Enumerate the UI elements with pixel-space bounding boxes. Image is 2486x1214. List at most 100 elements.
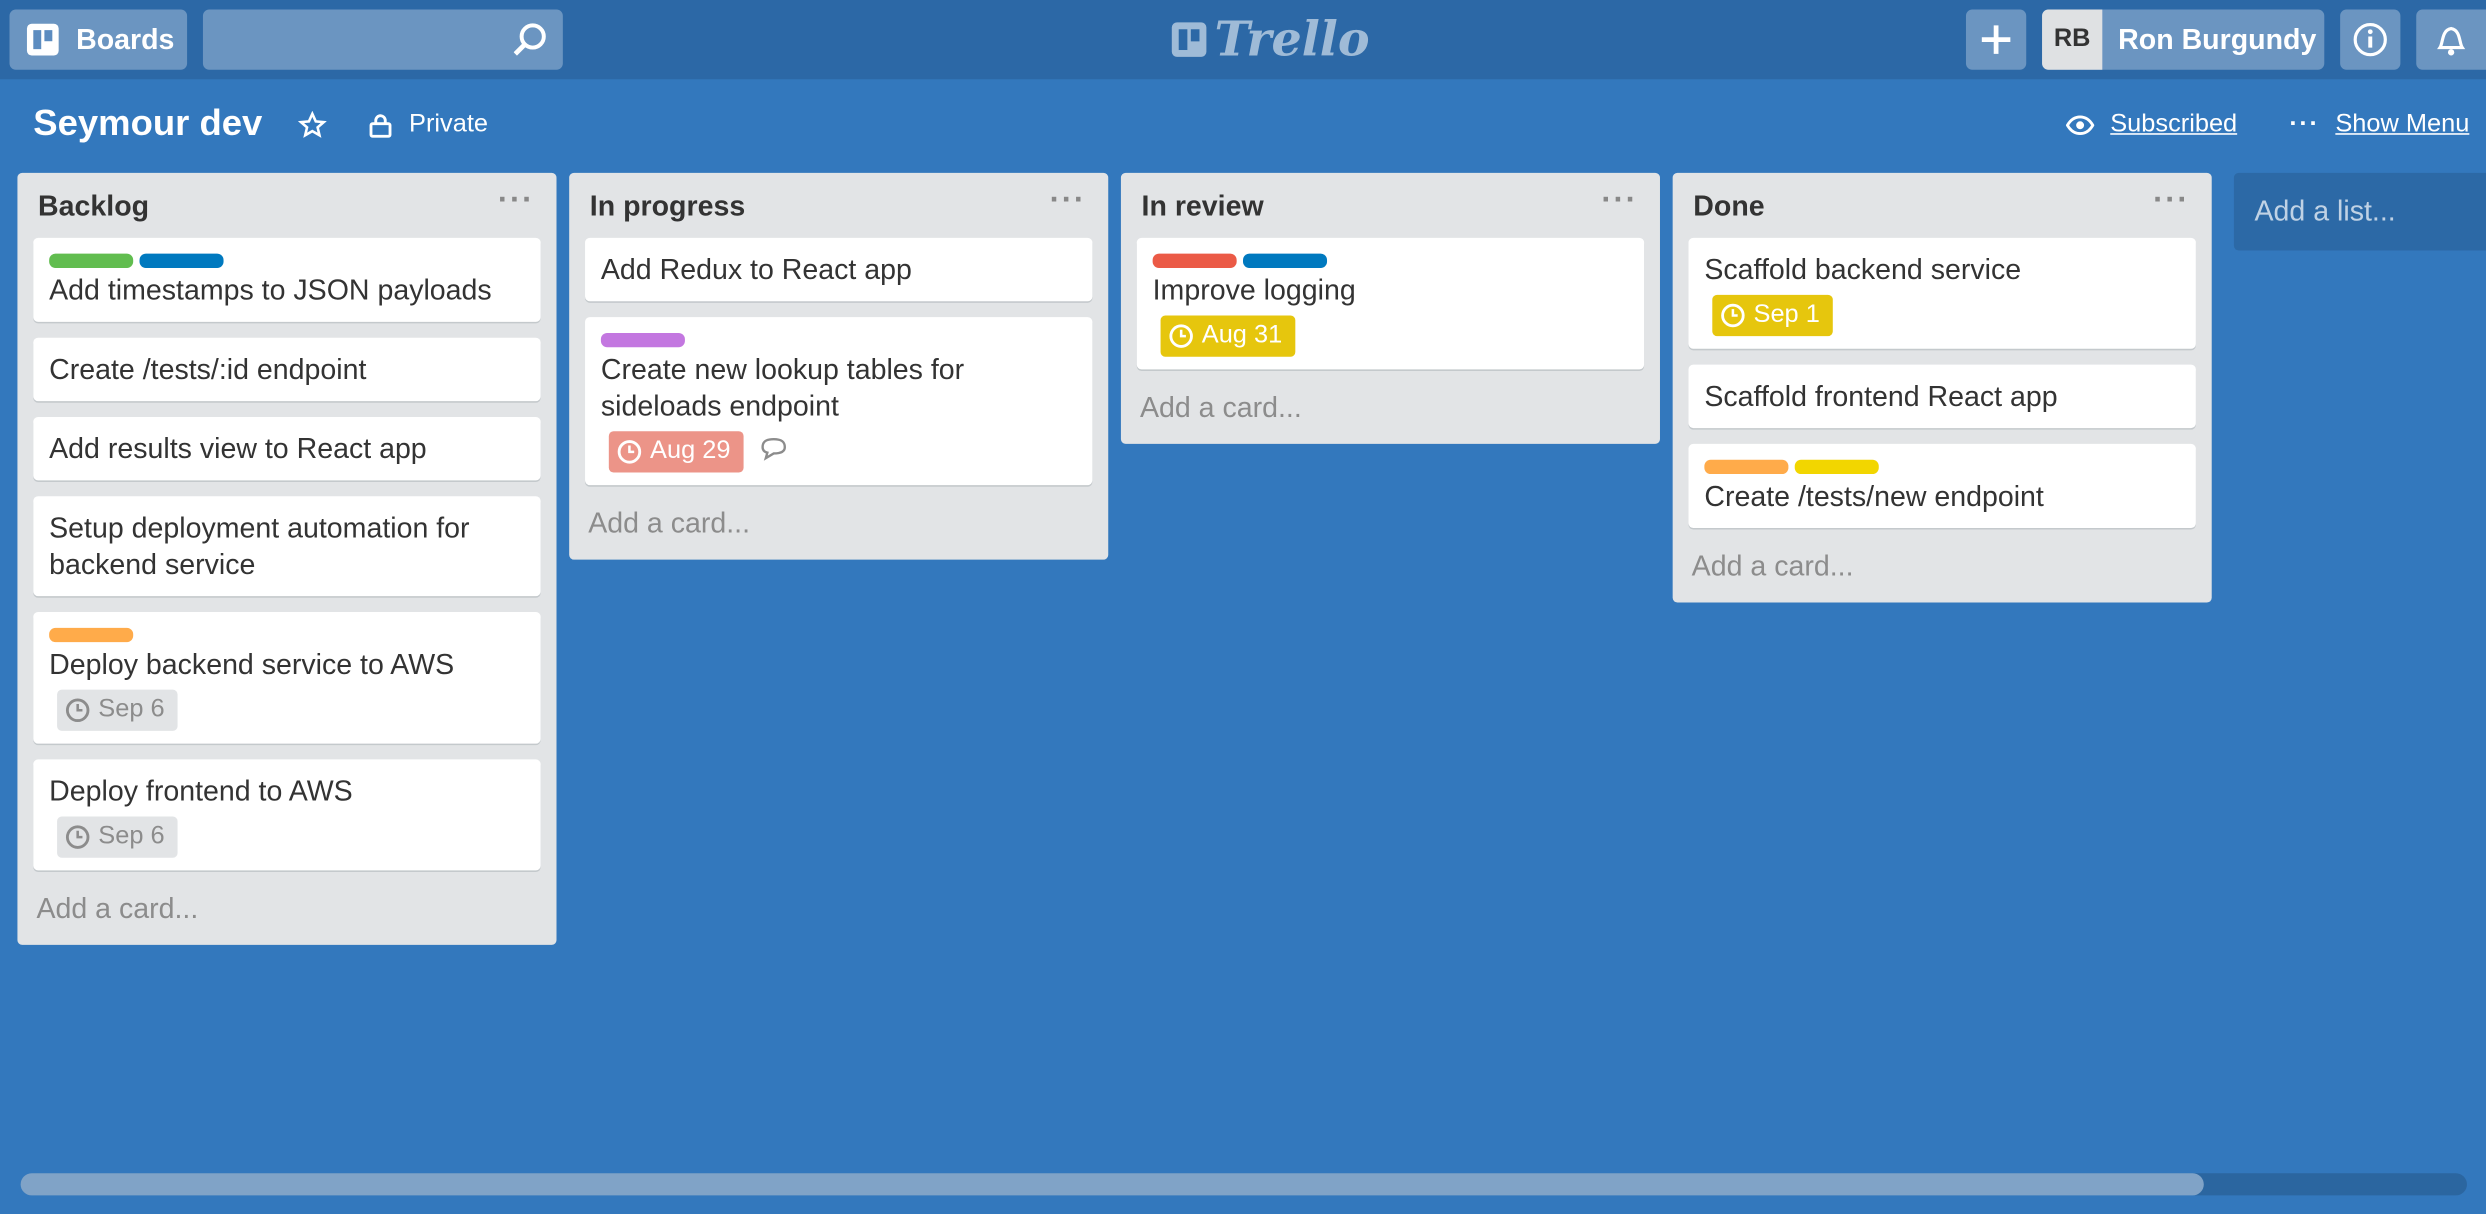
- list-title[interactable]: Done ···: [1673, 173, 2212, 238]
- card[interactable]: Create /tests/new endpoint: [1688, 443, 2196, 528]
- card-label: [49, 627, 134, 643]
- card-title: Deploy backend service to AWS: [49, 648, 455, 681]
- add-card[interactable]: Add a card...: [588, 507, 751, 540]
- card-labels: [49, 253, 525, 268]
- list-title-text: Done: [1693, 190, 1765, 222]
- info-button[interactable]: [2340, 9, 2401, 70]
- search-box[interactable]: [202, 9, 563, 70]
- card-badges: Sep 6: [57, 816, 525, 858]
- boards-button[interactable]: Boards: [9, 9, 188, 70]
- add-card[interactable]: Add a card...: [36, 892, 199, 925]
- due-date: Sep 6: [98, 696, 165, 723]
- top-bar: Boards Trello RB Ron Burgundy: [0, 0, 2486, 80]
- list-title[interactable]: In progress ···: [569, 173, 1108, 238]
- card-label: [1243, 253, 1328, 268]
- due-date: Aug 31: [1201, 321, 1283, 349]
- card-title: Add Redux to React app: [600, 253, 912, 286]
- boards-icon: [26, 23, 59, 56]
- info-icon: [2353, 22, 2387, 57]
- card-label: [139, 253, 224, 268]
- card[interactable]: Create new lookup tables for sideloads e…: [585, 317, 1093, 486]
- star-icon: [298, 110, 327, 138]
- card-title: Improve logging: [1152, 274, 1356, 306]
- card-label: [49, 253, 134, 268]
- card-badges: Aug 29: [608, 431, 1077, 473]
- card-labels: [1152, 253, 1629, 268]
- list-title[interactable]: Backlog ···: [17, 173, 556, 238]
- comment-icon: [760, 437, 786, 460]
- show-menu-button[interactable]: ··· Show Menu: [2289, 111, 2469, 140]
- card[interactable]: Scaffold frontend React app: [1688, 364, 2196, 429]
- card-title: Add timestamps to JSON payloads: [49, 274, 492, 306]
- card[interactable]: Add results view to React app: [33, 416, 541, 481]
- clock-icon: [1169, 324, 1193, 348]
- scrollbar-thumb[interactable]: [20, 1173, 2204, 1196]
- list-title-text: In progress: [589, 190, 746, 222]
- card[interactable]: Scaffold backend service Sep 1: [1688, 237, 2196, 349]
- clock-icon: [65, 698, 90, 723]
- logo-text: Trello: [1214, 11, 1370, 68]
- add-card[interactable]: Add a card...: [1691, 550, 1854, 582]
- card[interactable]: Improve logging Aug 31: [1136, 237, 1645, 370]
- add-list[interactable]: Add a list...: [2233, 172, 2486, 251]
- search-icon: [513, 23, 546, 56]
- card-title: Create /tests/:id endpoint: [49, 353, 367, 386]
- list-title[interactable]: In review ···: [1121, 173, 1660, 238]
- clock-icon: [1721, 303, 1745, 328]
- card-labels: [1704, 459, 2180, 475]
- card-title: Scaffold backend service: [1704, 253, 2022, 286]
- card[interactable]: Deploy frontend to AWS Sep 6: [33, 759, 541, 871]
- list-menu[interactable]: ···: [1601, 182, 1638, 218]
- user-button[interactable]: RB Ron Burgundy: [2042, 9, 2325, 70]
- card-title: Create /tests/new endpoint: [1704, 480, 2044, 513]
- list-title-text: In review: [1141, 190, 1264, 222]
- card[interactable]: Create /tests/:id endpoint: [33, 337, 541, 402]
- card-label: [1152, 253, 1237, 268]
- show-menu-label: Show Menu: [2335, 110, 2470, 138]
- due-date: Aug 29: [650, 437, 731, 465]
- card-title: Add results view to React app: [49, 432, 427, 465]
- card[interactable]: Setup deployment automation for backend …: [33, 496, 541, 597]
- due-badge: Sep 1: [1712, 294, 1833, 337]
- card-labels: [49, 627, 525, 643]
- add-card[interactable]: Add a card...: [1139, 391, 1302, 424]
- card-title: Create new lookup tables for sideloads e…: [600, 353, 965, 422]
- card-title: Scaffold frontend React app: [1704, 380, 2058, 413]
- card[interactable]: Add Redux to React app: [585, 237, 1093, 302]
- card[interactable]: Deploy backend service to AWS Sep 6: [33, 611, 541, 744]
- board-title[interactable]: Seymour dev: [33, 101, 263, 143]
- subscribed-button[interactable]: Subscribed: [2065, 110, 2238, 140]
- clock-icon: [65, 825, 90, 849]
- clock-icon: [617, 440, 642, 464]
- list-menu[interactable]: ···: [1049, 182, 1087, 218]
- card-title: Deploy frontend to AWS: [49, 775, 353, 807]
- user-avatar: RB: [2042, 9, 2103, 70]
- list: Backlog ··· Add timestamps to JSON payload…: [17, 172, 557, 945]
- list-menu[interactable]: ···: [2153, 182, 2190, 218]
- list-menu[interactable]: ···: [497, 182, 535, 218]
- list: In progress ··· Add Redux to React app Crea…: [569, 172, 1109, 560]
- subscribed-label: Subscribed: [2110, 110, 2238, 138]
- comment-badge: [759, 434, 788, 470]
- bell-icon: [2437, 26, 2466, 56]
- logo-icon: [1171, 22, 1207, 57]
- due-date: Sep 6: [98, 822, 165, 850]
- due-badge: Sep 6: [57, 816, 178, 858]
- star-button[interactable]: [298, 110, 327, 140]
- plus-icon: [1981, 25, 2011, 54]
- menu-dots: ···: [2289, 110, 2320, 138]
- scrollbar-track[interactable]: [20, 1173, 2467, 1196]
- visibility-button[interactable]: Private: [368, 111, 488, 140]
- list: In review ··· Improve logging Aug 31 Add a c…: [1120, 172, 1660, 444]
- card-badges: Sep 6: [57, 689, 525, 731]
- list: Done ··· Scaffold backend service Sep 1 Scaf…: [1672, 172, 2212, 603]
- notifications-button[interactable]: [2416, 9, 2486, 70]
- logo[interactable]: Trello: [1170, 11, 1370, 68]
- visibility-label: Private: [409, 110, 488, 138]
- card[interactable]: Add timestamps to JSON payloads: [33, 237, 541, 322]
- due-badge: Sep 6: [57, 689, 178, 731]
- card-label: [1704, 459, 1789, 475]
- add-button[interactable]: [1965, 9, 2027, 70]
